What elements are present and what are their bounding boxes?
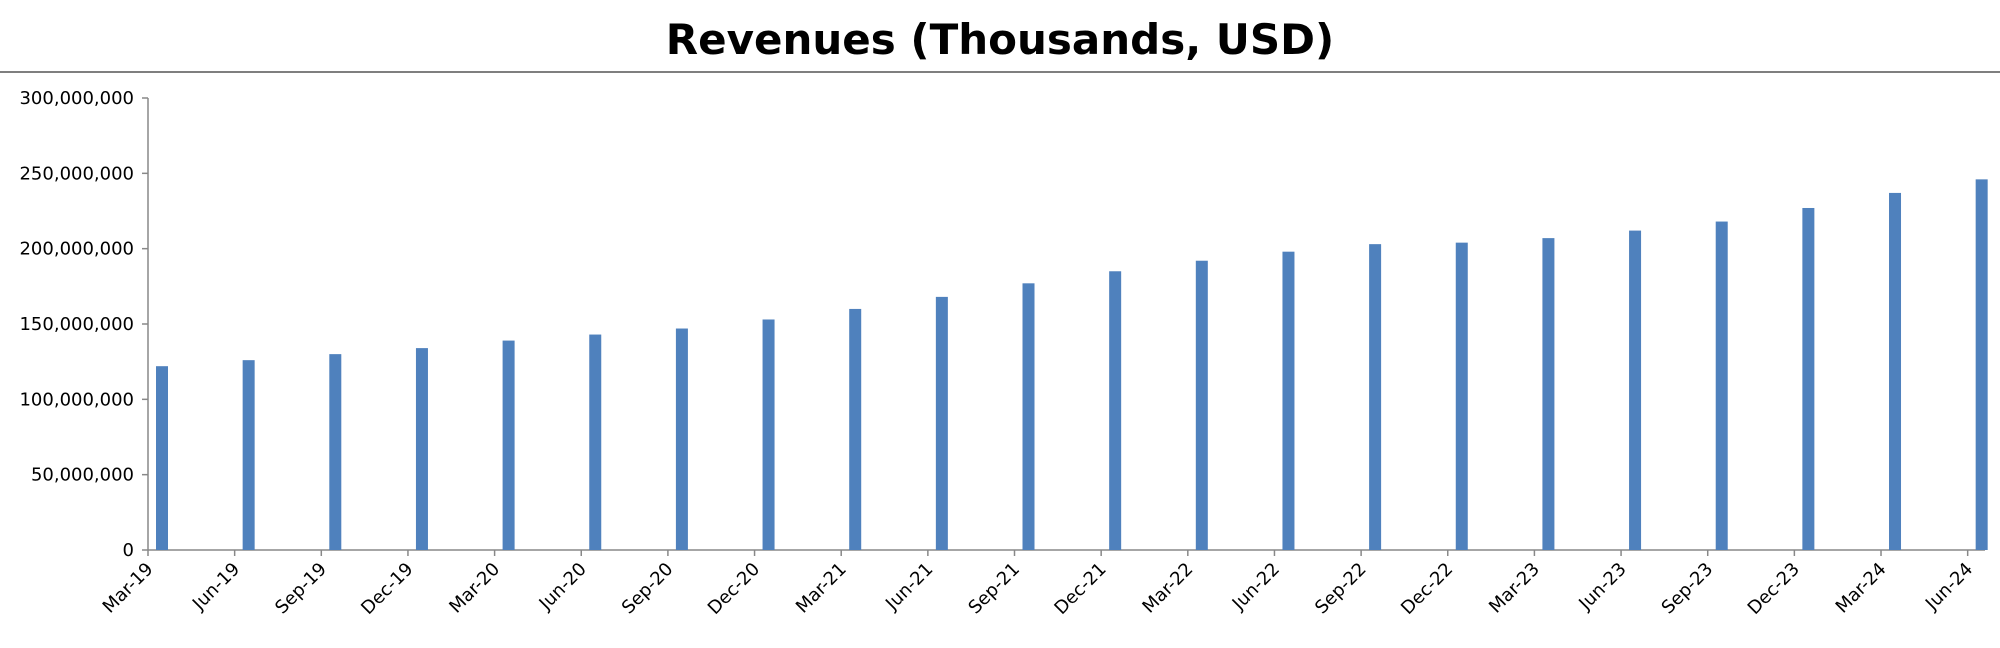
- bar: [1542, 238, 1555, 550]
- x-tick-label: Jun-20: [535, 559, 591, 615]
- y-tick-label: 50,000,000: [31, 465, 134, 486]
- bar: [329, 354, 342, 550]
- y-tick-label: 200,000,000: [19, 239, 134, 260]
- x-tick-label: Dec-22: [1397, 559, 1457, 619]
- bar: [1282, 251, 1295, 550]
- x-tick-label: Sep-20: [618, 559, 678, 619]
- bar: [156, 366, 168, 550]
- bar: [762, 319, 775, 550]
- x-tick-label: Mar-21: [792, 559, 851, 618]
- x-tick-label: Mar-19: [99, 559, 158, 618]
- bar: [1109, 271, 1122, 550]
- x-axis: Mar-19 Jun-19 Sep-19 Dec-19 Mar-20 Jun-20 Sep-…: [99, 549, 1985, 619]
- x-tick-label: Dec-20: [704, 559, 764, 619]
- x-tick-label: Mar-23: [1485, 559, 1544, 618]
- bar: [935, 296, 948, 550]
- y-tick-label: 100,000,000: [19, 389, 134, 410]
- bar: [1369, 244, 1382, 550]
- y-axis: 0 50,000,000 100,000,000 150,000,000 200,000…: [19, 88, 149, 561]
- x-tick-label: Sep-21: [964, 559, 1024, 619]
- x-tick-label: Sep-19: [271, 559, 331, 619]
- x-tick-label: Sep-22: [1311, 559, 1371, 619]
- bar: [1889, 192, 1902, 551]
- bar: [415, 348, 428, 550]
- bar: [675, 328, 688, 550]
- x-tick-label: Mar-24: [1832, 559, 1891, 618]
- x-tick-label: Jun-22: [1228, 559, 1284, 615]
- x-tick-label: Jun-24: [1921, 559, 1977, 615]
- y-tick-label: 0: [123, 540, 134, 561]
- x-tick-label: Jun-19: [188, 559, 244, 615]
- x-tick-label: Dec-23: [1744, 559, 1804, 619]
- bar: [1455, 242, 1468, 550]
- bar: [589, 334, 602, 550]
- x-tick-label: Mar-20: [445, 559, 504, 618]
- bar: [502, 340, 515, 550]
- y-tick-label: 250,000,000: [19, 163, 134, 184]
- x-tick-label: Sep-23: [1658, 559, 1718, 619]
- bar: [1715, 221, 1728, 550]
- title-divider: [0, 71, 2000, 73]
- chart-title: Revenues (Thousands, USD): [665, 15, 1335, 64]
- bar: [1195, 260, 1208, 550]
- bar: [1802, 207, 1815, 550]
- bar: [849, 308, 862, 550]
- y-tick-label: 300,000,000: [19, 88, 134, 109]
- bar: [242, 360, 255, 550]
- x-tick-label: Mar-22: [1139, 559, 1198, 618]
- bar: [1022, 283, 1035, 550]
- x-tick-label: Dec-19: [357, 559, 417, 619]
- y-tick-label: 150,000,000: [19, 314, 134, 335]
- x-tick-label: Dec-21: [1050, 559, 1110, 619]
- x-tick-label: Jun-23: [1574, 559, 1630, 615]
- bar: [1629, 230, 1642, 550]
- bar: [1975, 179, 1988, 551]
- bars: [156, 179, 1988, 551]
- x-tick-label: Jun-21: [881, 559, 937, 615]
